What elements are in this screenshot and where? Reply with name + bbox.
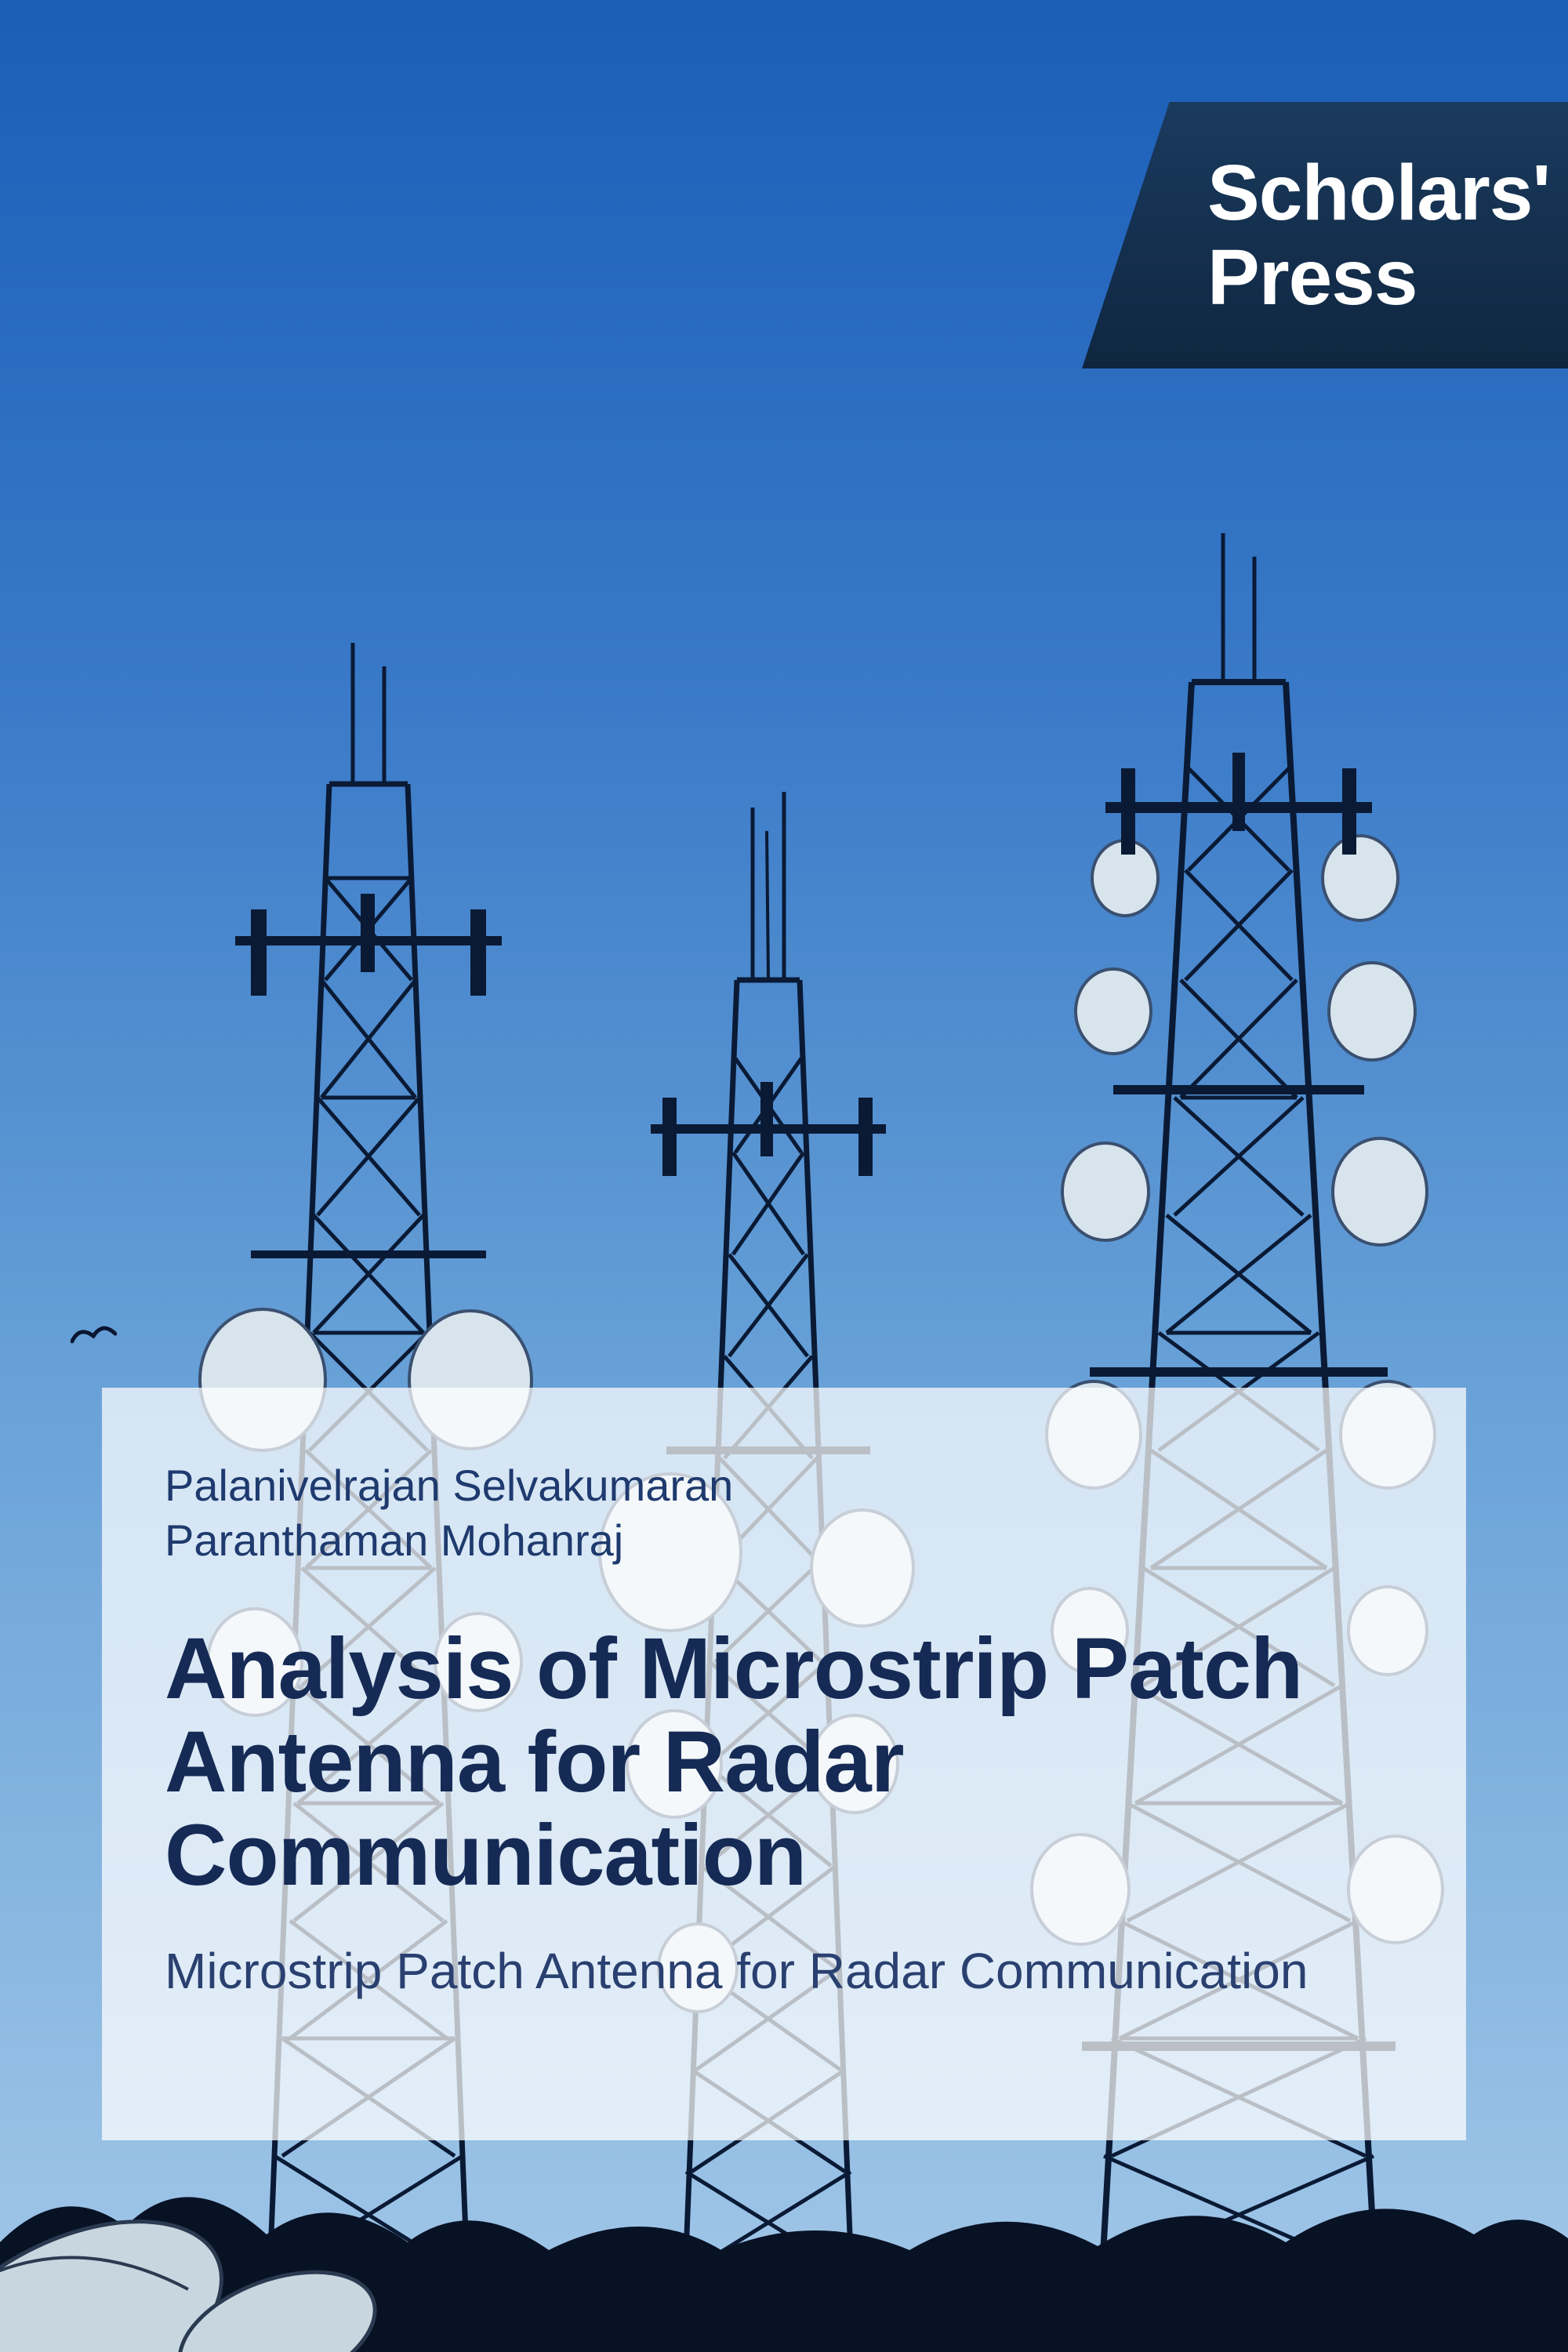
publisher-line2: Press — [1207, 235, 1568, 320]
authors: Palanivelrajan Selvakumaran Paranthaman … — [165, 1458, 1403, 1568]
author-2: Paranthaman Mohanraj — [165, 1513, 1403, 1568]
book-title: Analysis of Microstrip Patch Antenna for… — [165, 1623, 1403, 1902]
title-panel: Palanivelrajan Selvakumaran Paranthaman … — [102, 1388, 1466, 2140]
bird-silhouette — [67, 1313, 121, 1367]
publisher-line1: Scholars' — [1207, 151, 1568, 235]
book-subtitle: Microstrip Patch Antenna for Radar Commu… — [165, 1941, 1403, 2002]
author-1: Palanivelrajan Selvakumaran — [165, 1458, 1403, 1513]
